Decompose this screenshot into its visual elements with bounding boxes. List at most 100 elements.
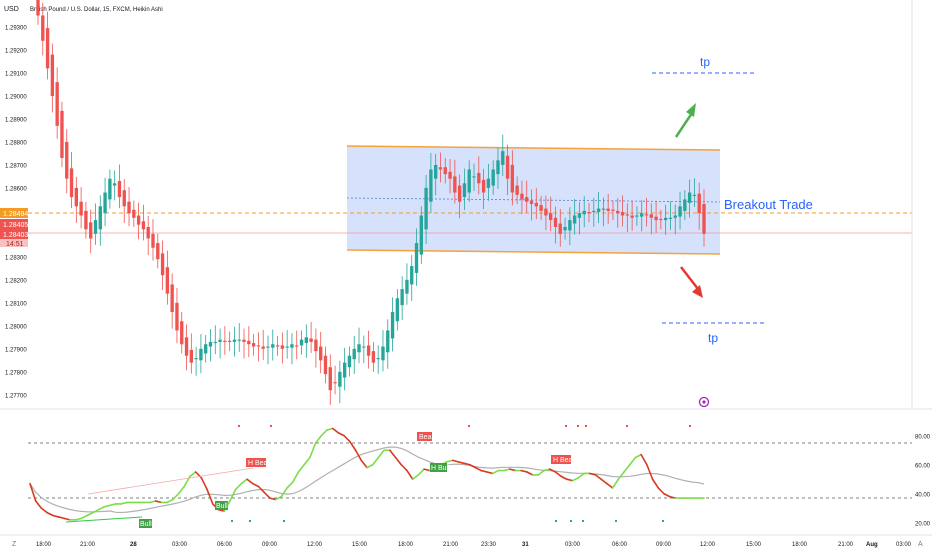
time-tick-label: 15:00 xyxy=(746,542,762,548)
candle xyxy=(194,346,198,376)
channel-box[interactable] xyxy=(346,145,721,255)
bull-dot xyxy=(570,520,572,522)
candle xyxy=(117,164,122,209)
auto-scale-button[interactable]: A xyxy=(918,541,923,548)
svg-text:H Bull: H Bull xyxy=(431,465,450,472)
osc-segment xyxy=(646,463,654,481)
candle xyxy=(625,203,630,233)
candle xyxy=(93,203,98,245)
candle xyxy=(271,329,275,361)
candle xyxy=(199,334,203,374)
osc-segment xyxy=(177,485,186,495)
arrow-up-icon[interactable] xyxy=(674,103,696,138)
osc-segment xyxy=(109,503,117,507)
channel-bottom-line[interactable] xyxy=(346,249,721,255)
channel-fill[interactable] xyxy=(347,146,720,254)
osc-segment xyxy=(651,478,660,489)
osc-segment xyxy=(337,432,345,437)
candle xyxy=(333,365,337,395)
candle xyxy=(544,195,548,231)
osc-segment xyxy=(297,463,305,473)
time-tick-label: 03:00 xyxy=(565,542,581,548)
candle xyxy=(663,204,668,235)
price-tick-label: 1.29000 xyxy=(5,94,27,100)
osc-segment xyxy=(103,504,111,508)
time-tick-label: 31 xyxy=(522,542,529,548)
candle xyxy=(410,255,414,302)
candle xyxy=(314,328,318,368)
breakout-label[interactable]: Breakout Trade xyxy=(724,197,813,212)
osc-segment xyxy=(577,472,585,479)
candle xyxy=(395,289,400,331)
osc-segment xyxy=(469,463,477,469)
candle xyxy=(548,196,553,232)
candle xyxy=(515,176,519,204)
osc-ticks: 80.00 60.00 40.00 20.00 xyxy=(915,434,931,527)
osc-segment xyxy=(537,469,545,476)
time-tick-label: 21:00 xyxy=(80,542,96,548)
tradingview-logo-icon xyxy=(698,396,710,408)
osc-segment xyxy=(154,500,163,504)
candle xyxy=(390,297,395,352)
candle xyxy=(146,215,150,256)
svg-text:H Bear: H Bear xyxy=(553,457,575,464)
osc-segment xyxy=(120,501,128,505)
candle xyxy=(261,329,265,360)
osc-segment xyxy=(417,468,425,476)
osc-segment xyxy=(446,459,454,463)
osc-segment xyxy=(74,517,83,521)
osc-segment xyxy=(623,463,631,473)
osc-segment xyxy=(309,442,317,459)
tp-lower-label[interactable]: tp xyxy=(708,331,718,345)
signal-h-bear-2: H Bear xyxy=(551,455,575,464)
bear-dot xyxy=(468,425,470,427)
candle xyxy=(84,201,88,239)
arrow-down-icon[interactable] xyxy=(680,266,703,298)
candle xyxy=(41,2,45,56)
osc-segment xyxy=(354,449,363,462)
tp-upper-label[interactable]: tp xyxy=(700,55,710,69)
osc-segment xyxy=(194,471,203,479)
time-tick-label: 03:00 xyxy=(172,542,188,548)
svg-text:H Bear: H Bear xyxy=(248,460,270,467)
candle xyxy=(347,346,352,377)
osc-segment xyxy=(97,505,106,511)
candle xyxy=(381,329,385,372)
candle xyxy=(65,129,69,194)
osc-segment xyxy=(554,471,563,478)
candle xyxy=(438,152,443,183)
candle xyxy=(405,263,409,305)
osc-segment xyxy=(394,456,403,466)
osc-segment xyxy=(508,468,517,472)
candle xyxy=(534,188,538,220)
currency-label: USD xyxy=(4,6,19,13)
time-tick-label: 06:00 xyxy=(217,542,233,548)
osc-tick-label: 80.00 xyxy=(915,434,931,440)
svg-text:Bear: Bear xyxy=(419,434,434,441)
svg-text:14:51: 14:51 xyxy=(6,241,24,248)
candle xyxy=(592,198,596,227)
osc-segment xyxy=(611,478,620,489)
osc-segment xyxy=(451,459,460,463)
candle xyxy=(424,175,428,244)
candle xyxy=(673,204,677,235)
symbol-title[interactable]: British Pound / U.S. Dollar, 15, FXCM, H… xyxy=(30,7,163,13)
osc-segment xyxy=(371,456,380,466)
osc-segment xyxy=(234,482,243,491)
candle xyxy=(481,168,486,210)
candle xyxy=(280,332,285,364)
channel-top-line[interactable] xyxy=(346,145,721,151)
candle xyxy=(635,206,639,226)
candle xyxy=(132,200,136,227)
time-tick-label: 18:00 xyxy=(792,542,808,548)
bear-dot xyxy=(238,425,240,427)
time-tick-label: 12:00 xyxy=(700,542,716,548)
osc-line xyxy=(29,427,705,521)
candle xyxy=(223,326,227,355)
candle xyxy=(429,152,433,213)
price-tick-label: 1.28000 xyxy=(5,324,27,330)
candle xyxy=(323,346,328,384)
zoom-icon[interactable]: Z xyxy=(12,541,17,548)
time-axis[interactable]: 18:00 21:00 28 03:00 06:00 09:00 12:00 15:00 18:… xyxy=(36,542,912,548)
